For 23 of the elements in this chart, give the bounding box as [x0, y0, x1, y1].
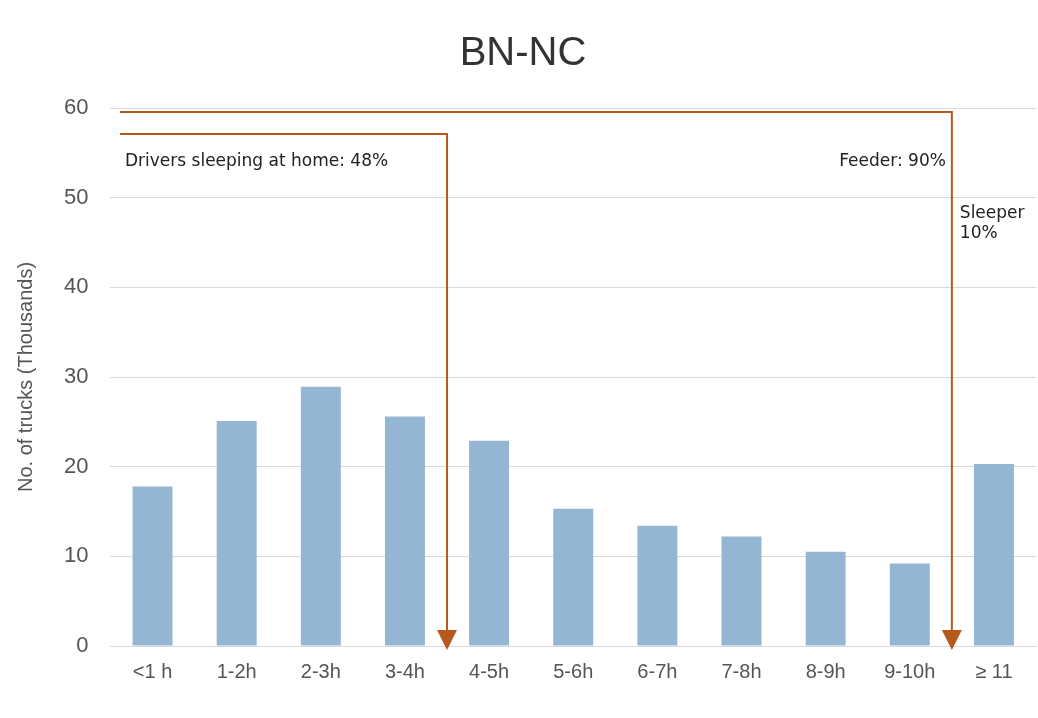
x-tick-label: 4-5h [469, 659, 510, 682]
y-tick-label: 20 [63, 452, 89, 478]
annotation: Drivers sleeping at home: 48% [125, 150, 389, 170]
x-tick-label: 2-3h [300, 659, 341, 682]
x-tick-label: 1-2h [216, 659, 257, 682]
x-tick-label: 8-9h [805, 659, 846, 682]
annotation: Feeder: 90% [839, 150, 946, 170]
x-tick-label: 9-10h [884, 659, 936, 682]
annotation: Sleeper 10% [959, 202, 1026, 242]
y-axis-title: No. of trucks (Thousands) [13, 261, 36, 493]
x-tick-label: ≥ 11 [975, 659, 1013, 682]
x-tick-label: 3-4h [384, 659, 425, 682]
chart-title: BN-NC [459, 29, 587, 74]
y-tick-label: 0 [76, 632, 89, 658]
y-tick-label: 10 [63, 542, 89, 568]
x-tick-label: <1 h [132, 659, 173, 682]
y-tick-label: 50 [63, 183, 89, 209]
x-tick-label: 6-7h [637, 659, 678, 682]
y-tick-label: 30 [63, 363, 89, 389]
x-tick-label: 5-6h [553, 659, 594, 682]
x-tick-label: 7-8h [721, 659, 762, 682]
y-tick-label: 40 [63, 273, 89, 299]
y-tick-label: 60 [63, 94, 89, 120]
